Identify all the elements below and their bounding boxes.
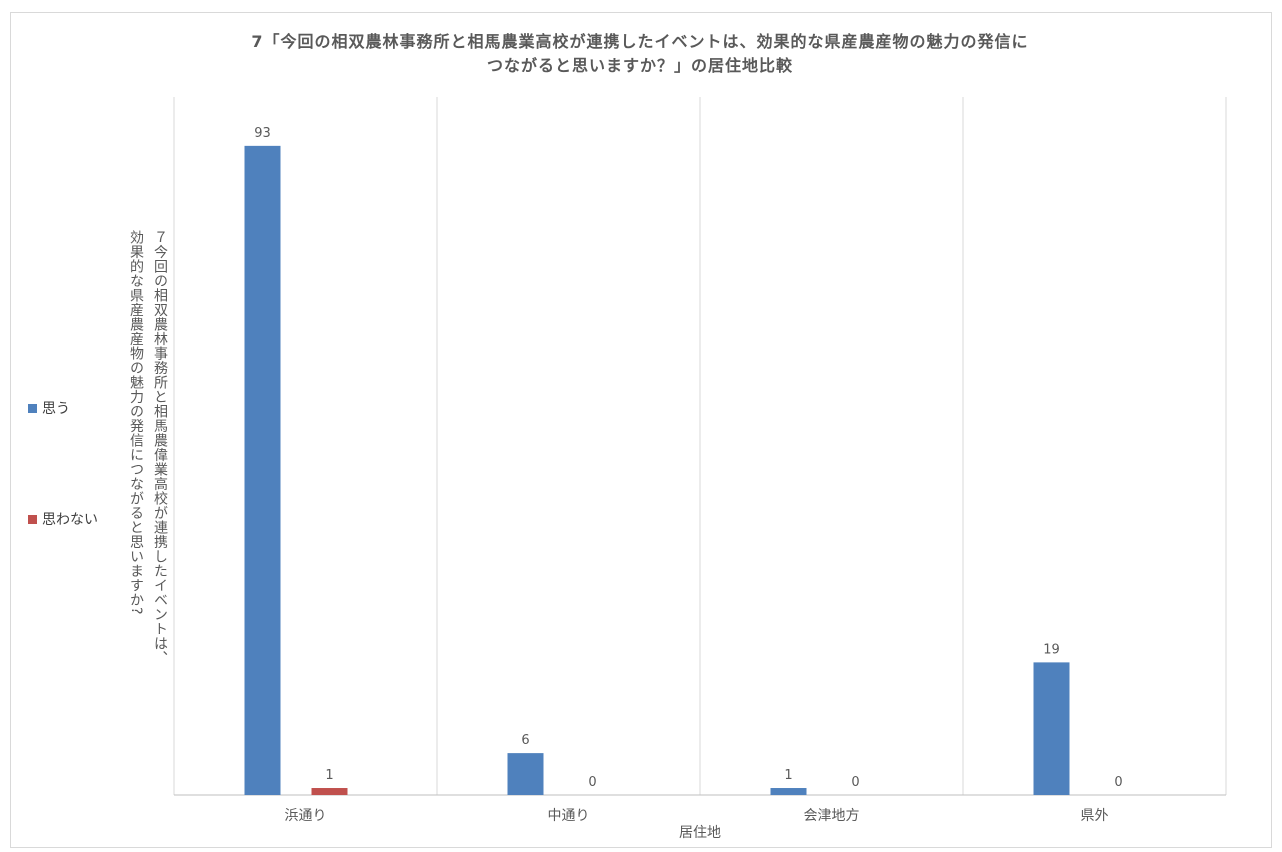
data-label: 0: [1114, 775, 1122, 790]
data-label: 6: [521, 733, 529, 748]
bar: [244, 145, 281, 796]
data-label: 19: [1043, 642, 1060, 657]
legend-swatch-omowanai: [28, 514, 37, 524]
x-axis-label: 居住地: [679, 825, 721, 841]
chart-title-line-2: つながると思いますか？」の居住地比較: [486, 56, 793, 75]
x-tick-label: 中通り: [548, 808, 590, 824]
legend-label-omou: 思う: [42, 401, 70, 417]
bar: [1033, 662, 1070, 795]
bar: [311, 788, 348, 795]
data-label: 1: [325, 768, 333, 783]
data-label: 1: [784, 768, 792, 783]
y-axis-label-line-2: 効果的な県産農産物の魅力の発信につながると思いますか?: [128, 230, 144, 615]
legend-item-omou: 思う: [28, 398, 70, 418]
x-tick-label: 浜通り: [285, 808, 327, 824]
chart-title-line-1: 7「今回の相双農林事務所と相馬農業高校が連携したイベントは、効果的な県産農産物の…: [251, 32, 1029, 51]
data-label: 0: [851, 775, 859, 790]
y-axis-label: ７今回の相双農林事務所と相馬農偉業高校が連携したイベントは、 効果的な県産農産物…: [124, 230, 172, 680]
legend-item-omowanai: 思わない: [28, 509, 98, 529]
bar: [770, 788, 807, 795]
legend-label-omowanai: 思わない: [42, 512, 98, 528]
x-tick-label: 会津地方: [804, 808, 860, 824]
y-axis-label-line-1: ７今回の相双農林事務所と相馬農偉業高校が連携したイベントは、: [152, 230, 168, 665]
chart-title: 7「今回の相双農林事務所と相馬農業高校が連携したイベントは、効果的な県産農産物の…: [140, 30, 1140, 78]
bar: [507, 753, 544, 795]
x-tick-label: 県外: [1081, 808, 1109, 824]
data-label: 0: [588, 775, 596, 790]
data-label: 93: [254, 126, 271, 141]
legend-swatch-omou: [28, 403, 37, 413]
